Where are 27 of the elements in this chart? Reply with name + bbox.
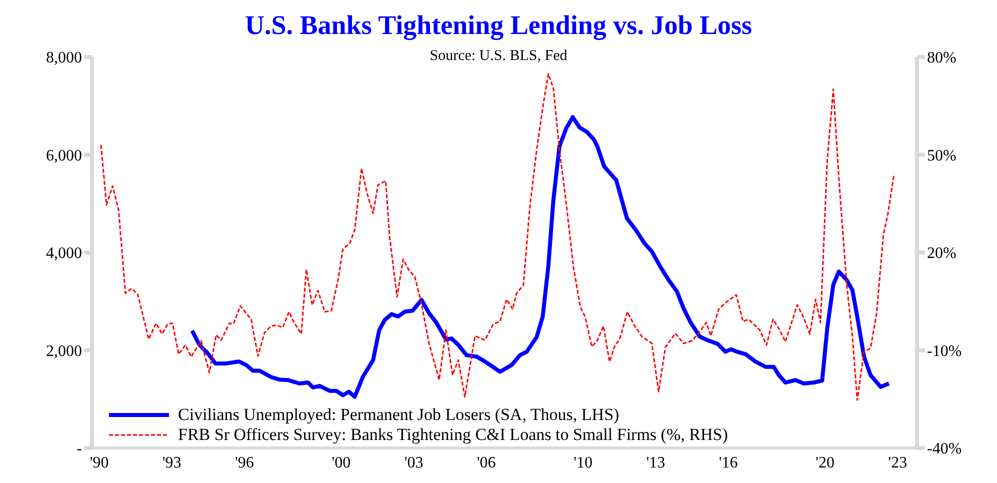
legend-label: FRB Sr Officers Survey: Banks Tightening C&I Loans to Small Firms (%, RHS) <box>178 425 728 445</box>
x-tick-label: '23 <box>888 454 908 472</box>
legend-label: Civilians Unemployed: Permanent Job Losers (SA, Thous, LHS) <box>178 405 620 425</box>
y-tick-label: - <box>76 440 82 458</box>
x-tick-label: '16 <box>718 454 738 472</box>
y-tick-label: 6,000 <box>46 147 82 164</box>
chart-title: U.S. Banks Tightening Lending vs. Job Loss <box>244 10 753 41</box>
annotation: Source: U.S. BLS, Fed <box>430 48 568 64</box>
y-tick-label: 8,000 <box>46 50 82 67</box>
x-tick-label: '93 <box>162 454 182 472</box>
x-tick-label: '10 <box>574 454 593 472</box>
y2-tick-label: 80% <box>927 50 956 67</box>
line-series <box>100 73 895 401</box>
x-tick-label: '90 <box>90 454 109 472</box>
y2-tick-label: -40% <box>927 440 962 458</box>
y2-tick-label: 20% <box>927 245 956 262</box>
x-tick-label: '03 <box>404 454 424 472</box>
x-tick-label: '96 <box>234 454 254 472</box>
y2-tick-label: 50% <box>927 147 956 164</box>
x-tick-label: '00 <box>332 454 351 472</box>
y2-tick-label: -10% <box>927 342 962 360</box>
line-series <box>190 115 891 399</box>
x-tick-label: '13 <box>646 454 666 472</box>
x-tick-label: '20 <box>816 454 835 472</box>
y-tick-label: 2,000 <box>46 342 82 360</box>
y-tick-label: 4,000 <box>46 245 82 262</box>
x-tick-label: '06 <box>476 454 496 472</box>
